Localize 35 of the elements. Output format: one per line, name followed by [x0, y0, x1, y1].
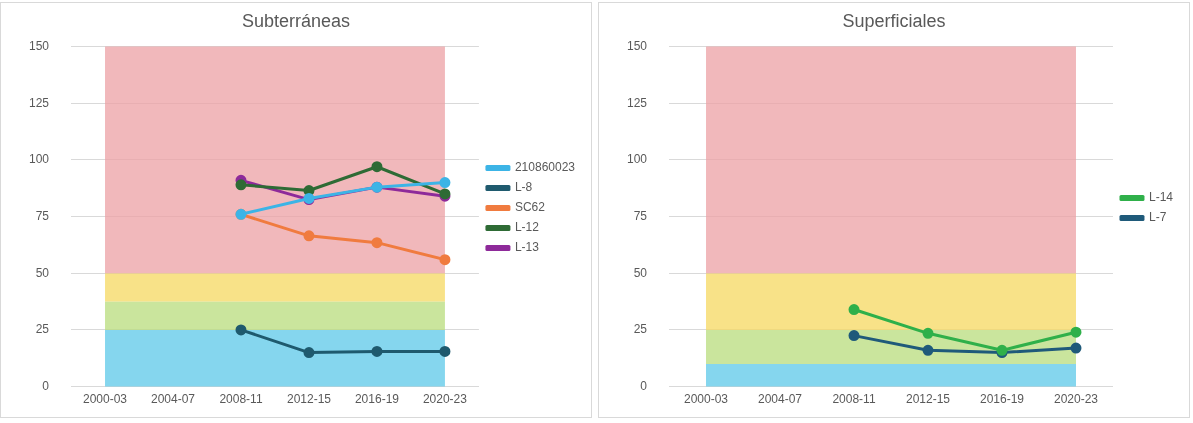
- legend-label: L-7: [1148, 210, 1167, 225]
- x-tick-label: 2016-19: [979, 392, 1025, 407]
- x-tick-label: 2000-03: [683, 392, 729, 407]
- y-tick-label: 125: [28, 95, 50, 110]
- legend-label: 210860023: [514, 160, 576, 175]
- legend-label: L-14: [1148, 190, 1174, 205]
- y-tick-label: 50: [35, 265, 50, 280]
- y-tick-label: 0: [640, 378, 648, 393]
- y-tick-label: 25: [633, 322, 648, 337]
- y-tick-label: 100: [28, 152, 50, 167]
- x-tick-label: 2012-15: [905, 392, 951, 407]
- chart-title: Subterráneas: [241, 10, 351, 31]
- legend-label: L-8: [514, 180, 533, 195]
- y-tick-label: 100: [626, 152, 648, 167]
- x-tick-label: 2016-19: [354, 392, 400, 407]
- y-tick-label: 125: [626, 95, 648, 110]
- legend-label: L-12: [514, 220, 540, 235]
- y-tick-label: 50: [633, 265, 648, 280]
- x-tick-label: 2004-07: [150, 392, 196, 407]
- x-tick-label: 2000-03: [82, 392, 128, 407]
- y-tick-label: 150: [28, 38, 50, 53]
- y-tick-label: 75: [633, 208, 648, 223]
- x-tick-label: 2008-11: [832, 392, 876, 407]
- y-tick-label: 150: [626, 38, 648, 53]
- legend-label: L-13: [514, 240, 540, 255]
- x-tick-label: 2012-15: [286, 392, 332, 407]
- chart-title: Superficiales: [842, 10, 946, 31]
- x-tick-label: 2020-23: [1053, 392, 1099, 407]
- x-tick-label: 2008-11: [219, 392, 263, 407]
- x-tick-label: 2004-07: [757, 392, 803, 407]
- y-tick-label: 75: [35, 208, 50, 223]
- y-tick-label: 0: [42, 378, 50, 393]
- x-tick-label: 2020-23: [422, 392, 468, 407]
- y-tick-label: 25: [35, 322, 50, 337]
- legend-label: SC62: [514, 200, 546, 215]
